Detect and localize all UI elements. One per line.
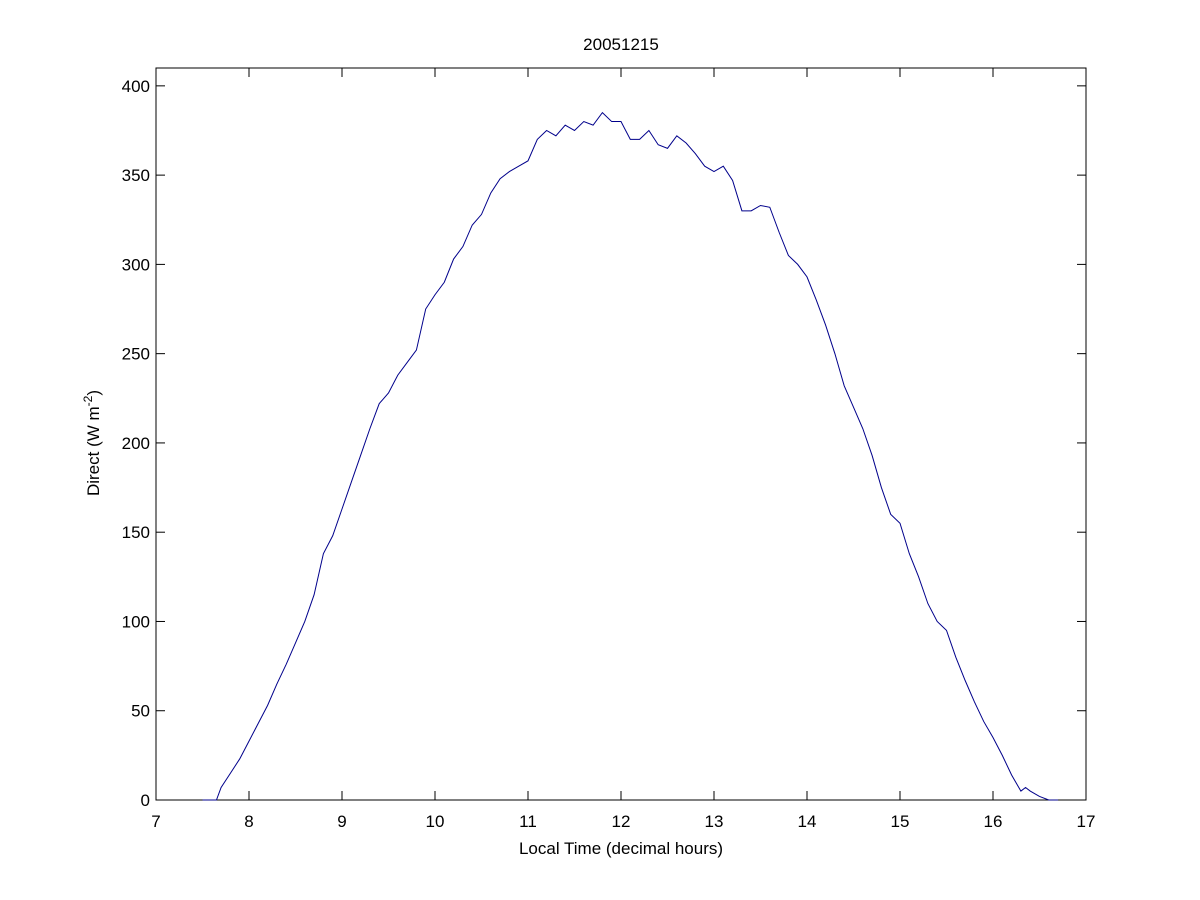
y-axis-label-sup: -2 — [81, 395, 95, 406]
x-tick-label: 15 — [891, 812, 910, 831]
y-axis-label-text: Direct (W m — [84, 406, 103, 496]
y-tick-label: 0 — [141, 791, 150, 810]
x-tick-label: 13 — [705, 812, 724, 831]
y-tick-label: 150 — [122, 523, 150, 542]
data-line — [202, 111, 1059, 801]
y-tick-label: 250 — [122, 345, 150, 364]
x-tick-label: 8 — [244, 812, 253, 831]
x-axis-label: Local Time (decimal hours) — [519, 839, 723, 858]
chart-title: 20051215 — [583, 35, 659, 54]
x-tick-label: 17 — [1077, 812, 1096, 831]
x-tick-label: 9 — [337, 812, 346, 831]
x-tick-label: 11 — [519, 812, 537, 831]
x-tick-label: 7 — [151, 812, 160, 831]
y-tick-label: 300 — [122, 255, 150, 274]
x-tick-label: 12 — [612, 812, 631, 831]
y-tick-label: 100 — [122, 612, 150, 631]
x-tick-label: 10 — [426, 812, 445, 831]
x-tick-label: 16 — [984, 812, 1003, 831]
y-tick-label: 400 — [122, 77, 150, 96]
plot: 7 8 9 10 11 12 13 14 15 16 17 0 50 100 150 200 250 300 350… — [122, 67, 1096, 831]
x-tick-label: 14 — [798, 812, 817, 831]
y-tick-label: 350 — [122, 166, 150, 185]
y-axis-label-end: ) — [84, 390, 103, 396]
y-tick-label: 200 — [122, 434, 150, 453]
y-axis-label: Direct (W m-2) — [81, 390, 103, 496]
y-tick-label: 50 — [131, 702, 150, 721]
